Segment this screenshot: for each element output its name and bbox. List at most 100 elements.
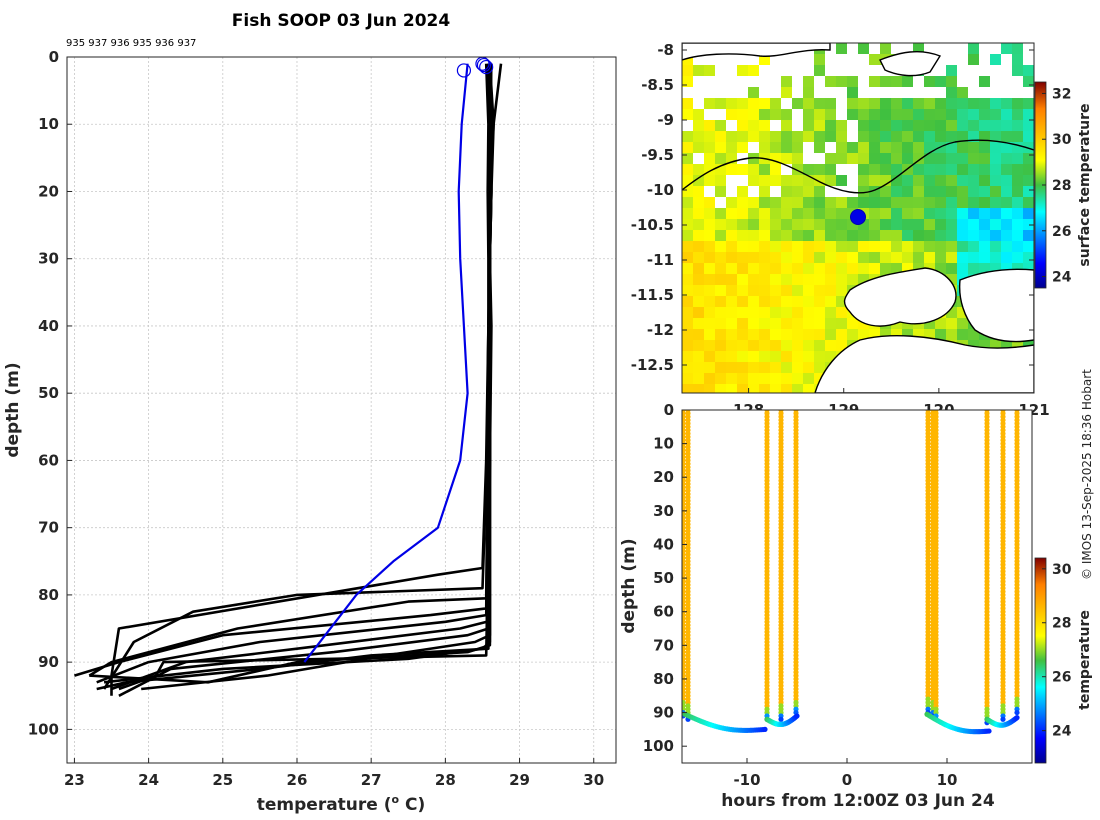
sst-cell [946,87,957,98]
sst-cell [847,153,858,164]
sst-cell [781,263,792,274]
sst-cell [1012,208,1023,219]
c-x-tick-label: -10 [733,771,760,789]
sst-cell [935,175,946,186]
sst-cell [902,98,913,109]
section-bottom-dot [1014,715,1020,721]
sst-cell [726,263,737,274]
sst-cell [913,120,924,131]
sst-cell [880,43,891,54]
sst-cell [946,109,957,120]
sst-cell [869,142,880,153]
sst-cell [726,142,737,153]
credit-text: © IMOS 13-Sep-2025 18:36 Hobart [1080,369,1094,580]
lat-tick-label: -8.5 [641,76,674,94]
sst-cell [715,219,726,230]
sst-cell [946,208,957,219]
sst-cell [825,153,836,164]
sst-cell [726,340,737,351]
sst-cell [858,329,869,340]
sst-cell [770,263,781,274]
sst-cell [858,98,869,109]
sst-cell [946,263,957,274]
sst-cell [693,175,704,186]
sst-cell [737,197,748,208]
sst-cell [814,373,825,384]
sst-cell [913,186,924,197]
sst-cell [1012,153,1023,164]
sst-cell [968,197,979,208]
sst-cell [946,197,957,208]
sst-cell [737,274,748,285]
sst-cell [781,274,792,285]
sst-cell [682,197,693,208]
sst-cell [715,307,726,318]
sst-cell [704,197,715,208]
lat-tick-label: -11 [647,251,674,269]
sst-cell [814,318,825,329]
sst-cell [891,120,902,131]
sst-cell [946,164,957,175]
sst-cell [748,65,759,76]
sst-cell [1001,263,1012,274]
sst-cell [957,186,968,197]
profile-lines [74,57,503,697]
sst-cell [979,219,990,230]
sst-cell [693,142,704,153]
sst-cell [1023,65,1034,76]
sst-cell [715,98,726,109]
sst-cell [836,153,847,164]
sst-cell [704,241,715,252]
sst-cell [814,109,825,120]
sst-colorbar-tick-label: 30 [1052,132,1072,148]
y-tick-label: 70 [38,519,59,537]
sst-cell [836,208,847,219]
sst-cell [1001,109,1012,120]
sst-cell [704,175,715,186]
sst-cell [682,362,693,373]
sst-cell [924,175,935,186]
sst-cell [902,197,913,208]
sst-cell [891,142,902,153]
sst-cell [869,263,880,274]
sst-cell [814,285,825,296]
sst-cell [682,175,693,186]
sst-cell [924,164,935,175]
sst-cell [803,274,814,285]
sst-cell [759,263,770,274]
x-tick-label: 29 [509,771,530,789]
sst-cell [693,230,704,241]
sst-cell [748,197,759,208]
sst-cell [737,296,748,307]
sst-cell [946,329,957,340]
sst-cell [704,285,715,296]
sst-cell [990,98,1001,109]
coburg-peninsula [958,268,1034,343]
sst-cell [990,131,1001,142]
sst-cell [693,274,704,285]
sst-cell [715,373,726,384]
sst-cell [847,142,858,153]
sst-cell [957,98,968,109]
sst-cell [803,164,814,175]
sst-cell [814,131,825,142]
sst-cell [770,252,781,263]
sst-cell [1023,252,1034,263]
profile-id-annotation: 935 937 936 935 936 937 [66,38,196,49]
sst-cell [924,76,935,87]
sst-cell [990,54,1001,65]
sst-cell [682,109,693,120]
sst-cell [979,164,990,175]
section-bottom-dot [794,713,800,719]
sst-cell [990,142,1001,153]
sst-cell [935,208,946,219]
sst-cell [957,252,968,263]
sst-cell [737,142,748,153]
sst-cell [781,252,792,263]
sst-cell [770,307,781,318]
sst-cell [946,307,957,318]
coastlines [682,43,1034,393]
sst-cell [814,230,825,241]
sst-cell [935,219,946,230]
sst-cell [891,98,902,109]
